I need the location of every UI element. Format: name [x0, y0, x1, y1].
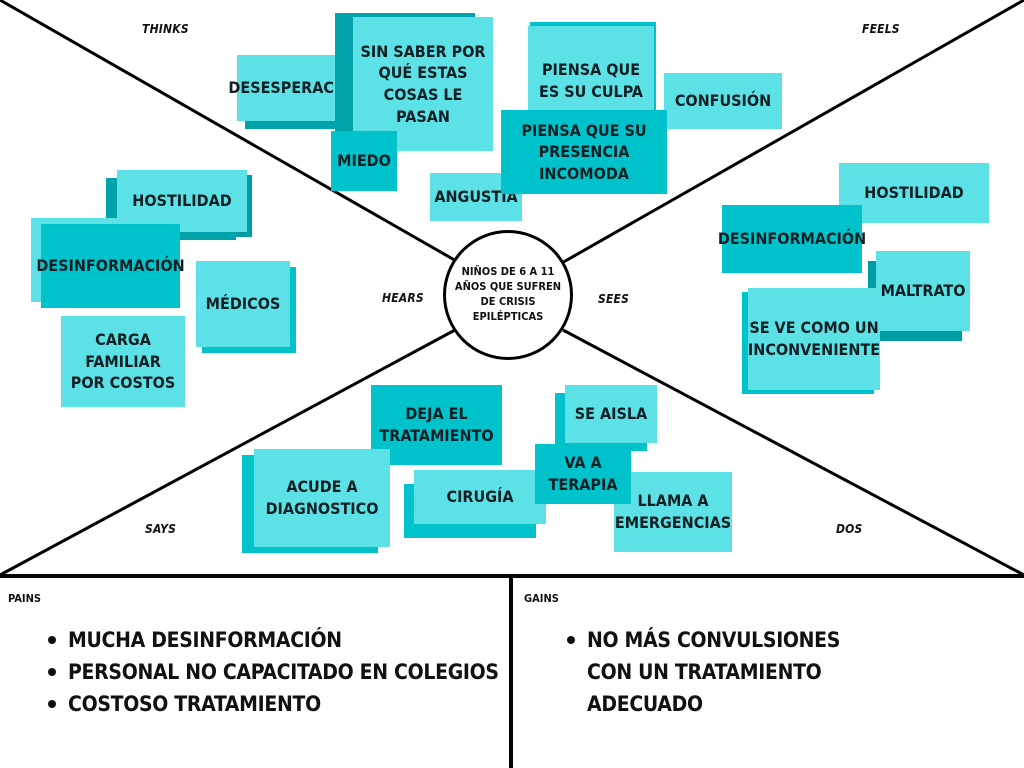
note-deja-tratamiento: DEJA EL TRATAMIENTO [371, 385, 502, 465]
label-dos: DOS [836, 522, 863, 536]
pains-title: PAINS [8, 592, 41, 605]
pains-item: COSTOSO TRATAMIENTO [42, 688, 499, 720]
note-presencia: PIENSA QUE SU PRESENCIA INCOMODA [501, 110, 667, 194]
note-miedo: MIEDO [331, 131, 397, 191]
note-sees-desinformacion: DESINFORMACIÓN [718, 205, 866, 273]
diagonal-bottom-left [0, 328, 456, 577]
label-sees: SEES [598, 292, 630, 306]
diagonal-top-left [0, 0, 459, 264]
note-cirugia: CIRUGÍA [414, 470, 546, 524]
note-maltrato: MALTRATO [876, 251, 970, 331]
diagonal-bottom-right [562, 328, 1024, 577]
note-acude: ACUDE A DIAGNOSTICO [254, 449, 390, 547]
pains-list: MUCHA DESINFORMACIÓN PERSONAL NO CAPACIT… [42, 624, 499, 720]
note-sin-saber: SIN SABER POR QUÉ ESTAS COSAS LE PASAN [353, 17, 493, 151]
note-hears-desinformacion: DESINFORMACIÓN [36, 224, 185, 308]
note-se-aisla: SE AISLA [565, 385, 657, 443]
note-medicos: MÉDICOS [196, 261, 290, 347]
note-terapia: VA A TERAPIA [535, 444, 631, 504]
note-confusion: CONFUSIÓN [664, 73, 782, 129]
label-hears: HEARS [382, 291, 424, 305]
persona-circle: NIÑOS DE 6 A 11 AÑOS QUE SUFREN DE CRISI… [443, 230, 573, 360]
note-emergencias: LLAMA A EMERGENCIAS [614, 472, 732, 552]
label-feels: FEELS [862, 22, 900, 36]
note-sees-hostilidad: HOSTILIDAD [839, 163, 989, 223]
note-inconveniente: SE VE COMO UN INCONVENIENTE [748, 288, 880, 390]
label-says: SAYS [145, 522, 177, 536]
persona-text: NIÑOS DE 6 A 11 AÑOS QUE SUFREN DE CRISI… [454, 265, 562, 323]
note-carga: CARGA FAMILIAR POR COSTOS [61, 316, 185, 407]
label-thinks: THINKS [142, 22, 189, 36]
pains-item: MUCHA DESINFORMACIÓN [42, 624, 499, 656]
note-hears-hostilidad: HOSTILIDAD [117, 170, 247, 232]
gains-item: NO MÁS CONVULSIONES CON UN TRATAMIENTO A… [561, 624, 861, 720]
gains-title: GAINS [524, 592, 559, 605]
pains-item: PERSONAL NO CAPACITADO EN COLEGIOS [42, 656, 499, 688]
gains-list: NO MÁS CONVULSIONES CON UN TRATAMIENTO A… [561, 624, 861, 720]
note-desesperacion: DESESPERACIÓN [228, 55, 364, 121]
diagonal-top-right [559, 0, 1024, 266]
